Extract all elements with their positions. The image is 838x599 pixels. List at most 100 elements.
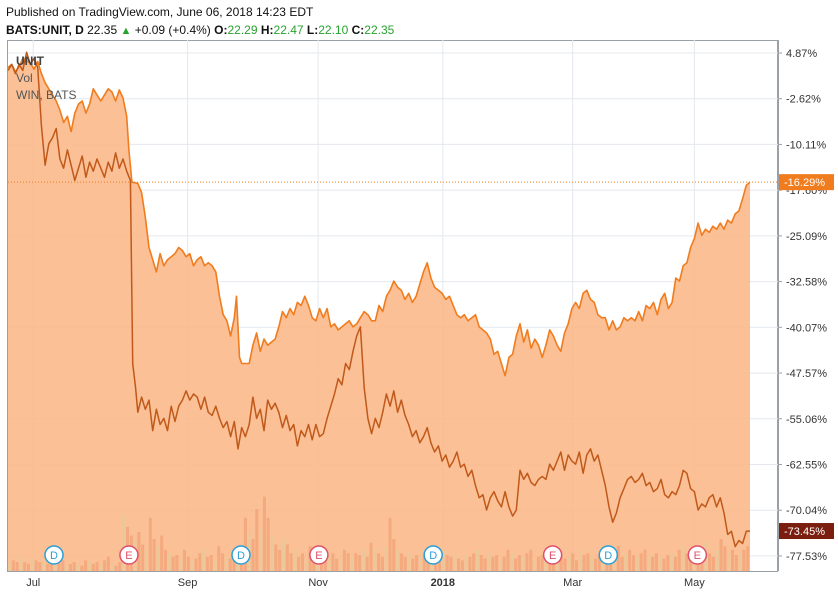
event-circle (119, 545, 139, 565)
y-tick-label: -62.55% (786, 459, 827, 471)
volume-bar (620, 556, 624, 571)
volume-bar (339, 556, 342, 571)
win-line (7, 51, 751, 548)
volume-bar (114, 565, 118, 571)
volume-bar (224, 556, 228, 571)
volume-bar (42, 562, 46, 571)
volume-bar (476, 549, 479, 571)
event-circle (542, 545, 563, 565)
volume-bar (681, 546, 685, 571)
volume-bar (266, 517, 270, 571)
volume-bar (369, 542, 373, 571)
volume-bar (517, 555, 521, 571)
volume-bar (270, 535, 274, 571)
volume-bar (491, 556, 495, 571)
volume-bar (167, 553, 171, 571)
volume-bar (670, 553, 674, 571)
low-value: 22.10 (318, 23, 349, 37)
volume-bar (217, 546, 221, 571)
volume-bar (255, 509, 259, 572)
high-value: 22.47 (273, 23, 304, 37)
volume-bar (399, 553, 403, 571)
volume-bar (342, 549, 346, 571)
volume-bar (354, 553, 358, 571)
y-tick-label: -55.06% (786, 414, 827, 426)
volume-bar (350, 556, 354, 571)
unit-last-badge (779, 174, 834, 191)
volume-bar (274, 544, 278, 572)
volume-bar (335, 558, 339, 571)
event-letter: D (237, 550, 245, 562)
event-letter: D (429, 550, 437, 562)
dividend-marker[interactable]: D (231, 545, 251, 565)
earnings-marker[interactable]: E (542, 545, 563, 565)
volume-bar (419, 549, 422, 571)
volume-bar (380, 556, 384, 571)
volume-bar (145, 549, 148, 571)
volume-bar (529, 549, 533, 571)
volume-bar (304, 558, 308, 571)
volume-bar (358, 555, 362, 571)
volume-bar (628, 549, 632, 571)
volume-bar (594, 558, 597, 571)
volume-bar (202, 549, 206, 571)
volume-bar (384, 546, 388, 571)
volume-bar (164, 549, 167, 571)
volume-bar (616, 546, 620, 571)
volume-bar (746, 546, 750, 571)
open-label: O: (214, 23, 228, 37)
volume-bar (301, 553, 304, 571)
volume-bar (327, 556, 331, 571)
volume-bar (87, 562, 91, 571)
volume-bar (278, 549, 282, 571)
volume-bar (57, 562, 61, 571)
event-circle (598, 545, 619, 565)
volume-bar (647, 555, 651, 571)
volume-bar (259, 526, 263, 572)
volume-bar (457, 558, 460, 571)
volume-bar (373, 549, 377, 571)
volume-bar (331, 553, 335, 571)
volume-bar (415, 555, 419, 571)
volume-bar (460, 560, 464, 571)
earnings-marker[interactable]: E (309, 545, 329, 565)
volume-bar (575, 560, 578, 571)
volume-bar (361, 549, 365, 571)
volume-bar (110, 563, 114, 571)
unit-line (7, 57, 751, 377)
volume-bar (106, 556, 110, 571)
low-label: L: (306, 23, 319, 37)
dividend-marker[interactable]: D (423, 545, 443, 565)
volume-bar (643, 549, 647, 571)
volume-bar (502, 556, 506, 571)
dividend-marker[interactable]: D (44, 545, 64, 565)
volume-bar (567, 556, 571, 571)
volume-bar (8, 563, 11, 571)
volume-bar (708, 553, 712, 571)
y-tick-label: -32.58% (786, 277, 827, 289)
volume-bar (198, 553, 202, 571)
legend-title: UNIT (16, 54, 44, 68)
y-tick-label: -77.53% (786, 551, 827, 563)
volume-bar (262, 496, 266, 571)
volume-bar (506, 549, 510, 571)
volume-bar (533, 560, 537, 571)
x-tick-label: Mar (563, 577, 582, 589)
event-letter: E (694, 550, 701, 562)
volume-bar (563, 558, 567, 571)
volume-bar (19, 556, 23, 571)
volume-bar (715, 549, 719, 571)
dividend-marker[interactable]: D (598, 545, 619, 565)
volume-bar (175, 555, 179, 571)
win-last-badge (779, 523, 834, 540)
volume-bar (651, 556, 655, 571)
x-tick-label: May (684, 577, 705, 589)
volume-bar (719, 539, 723, 571)
volume-bar (209, 555, 213, 571)
volume-bar (160, 535, 164, 571)
earnings-marker[interactable]: E (119, 545, 139, 565)
event-letter: E (315, 550, 322, 562)
ohlc-line: BATS:UNIT, D 22.35 ▲ +0.09 (+0.4%) O:22.… (6, 23, 394, 37)
earnings-marker[interactable]: E (687, 545, 708, 565)
